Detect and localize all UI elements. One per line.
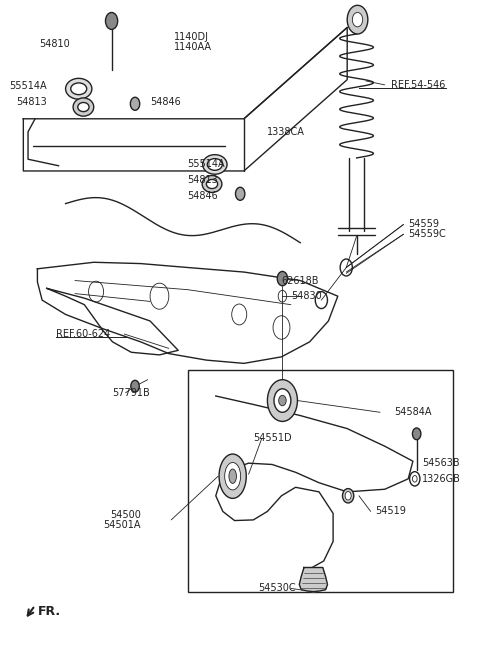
Text: FR.: FR. [37,605,60,618]
Polygon shape [300,567,327,591]
Text: 54500: 54500 [110,510,141,520]
Circle shape [236,187,245,200]
Ellipse shape [203,155,227,174]
Text: REF.60-624: REF.60-624 [56,329,110,339]
Circle shape [131,381,139,392]
Circle shape [279,396,286,405]
Text: 1140DJ: 1140DJ [174,32,208,43]
Text: REF.54-546: REF.54-546 [391,80,446,90]
Ellipse shape [206,179,217,189]
Ellipse shape [71,83,87,95]
Circle shape [267,380,298,421]
Text: 55514A: 55514A [188,159,225,170]
Ellipse shape [345,491,351,500]
Text: 1338CA: 1338CA [267,127,305,137]
Circle shape [412,428,421,440]
Circle shape [106,12,118,29]
Circle shape [274,389,291,412]
Ellipse shape [202,176,222,193]
Text: 54813: 54813 [188,175,218,185]
Text: 57791B: 57791B [112,388,150,398]
Ellipse shape [343,489,354,503]
Ellipse shape [66,79,92,99]
Text: 62618B: 62618B [281,276,319,286]
Text: 1326GB: 1326GB [422,474,461,484]
Ellipse shape [73,98,94,116]
Circle shape [347,5,368,34]
Text: 54810: 54810 [39,39,70,48]
Ellipse shape [207,159,222,170]
Text: 54584A: 54584A [394,407,432,417]
Text: 54846: 54846 [150,98,181,107]
Text: 55514A: 55514A [9,81,47,91]
Circle shape [352,12,363,27]
Text: 54563B: 54563B [422,457,460,468]
Text: 54846: 54846 [188,191,218,200]
Text: 1140AA: 1140AA [174,42,212,52]
Text: 54830: 54830 [291,291,322,301]
Ellipse shape [78,102,89,111]
Ellipse shape [219,454,246,498]
Bar [188,370,453,591]
Ellipse shape [225,462,240,490]
Text: 54551D: 54551D [253,434,292,443]
Text: 54530C: 54530C [258,584,296,593]
Ellipse shape [229,469,237,483]
Text: 54559: 54559 [408,219,439,229]
Text: 54519: 54519 [375,506,406,516]
Circle shape [131,97,140,110]
Text: 54559C: 54559C [408,229,446,239]
Text: 54501A: 54501A [103,520,141,530]
Circle shape [277,271,288,286]
Text: 54813: 54813 [16,98,47,107]
